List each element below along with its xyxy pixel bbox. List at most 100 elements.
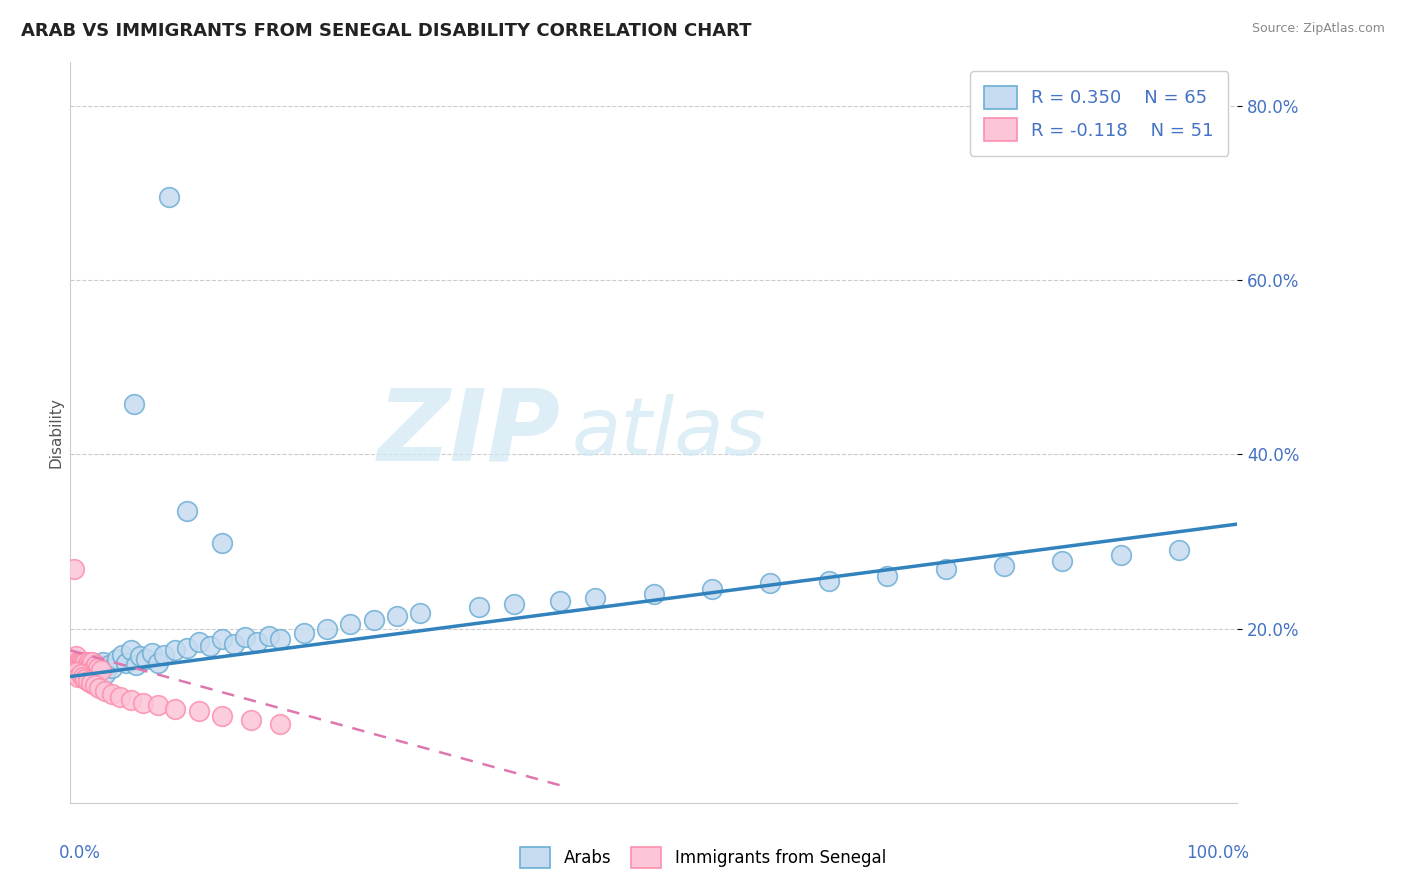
Point <box>69 655 91 669</box>
Point <box>246 634 269 648</box>
Point <box>72 669 94 683</box>
Point <box>135 652 157 666</box>
Point <box>76 658 98 673</box>
Point <box>222 637 245 651</box>
Point <box>72 655 94 669</box>
Point <box>62 666 84 681</box>
Point <box>146 698 169 713</box>
Point <box>67 669 90 683</box>
Point <box>69 661 91 675</box>
Point <box>111 648 134 662</box>
Point <box>80 666 103 681</box>
Point <box>91 655 114 669</box>
Point <box>240 713 263 727</box>
Point <box>66 657 89 671</box>
Point <box>79 664 101 678</box>
Point <box>269 632 291 646</box>
Point <box>77 655 100 669</box>
Point <box>75 655 97 669</box>
Point <box>818 574 841 588</box>
Point <box>165 643 187 657</box>
Point <box>70 658 93 673</box>
Point <box>62 661 84 675</box>
Point <box>141 646 163 660</box>
Point <box>67 658 90 673</box>
Text: ZIP: ZIP <box>377 384 561 481</box>
Point <box>211 536 233 550</box>
Point <box>120 693 142 707</box>
Point <box>83 661 105 675</box>
Text: ARAB VS IMMIGRANTS FROM SENEGAL DISABILITY CORRELATION CHART: ARAB VS IMMIGRANTS FROM SENEGAL DISABILI… <box>21 22 752 40</box>
Text: Source: ZipAtlas.com: Source: ZipAtlas.com <box>1251 22 1385 36</box>
Point <box>115 657 138 671</box>
Point <box>292 626 315 640</box>
Point <box>65 665 87 680</box>
Point <box>176 504 198 518</box>
Point <box>585 591 607 606</box>
Legend: Arabs, Immigrants from Senegal: Arabs, Immigrants from Senegal <box>513 840 893 875</box>
Point <box>69 666 91 681</box>
Point <box>66 665 89 680</box>
Point <box>363 613 385 627</box>
Point <box>75 665 97 680</box>
Point <box>83 669 105 683</box>
Point <box>759 576 782 591</box>
Point <box>69 666 91 681</box>
Point <box>152 648 174 662</box>
Point <box>187 634 209 648</box>
Point <box>73 658 96 673</box>
Point <box>83 678 105 692</box>
Point <box>159 190 181 204</box>
Point <box>120 643 142 657</box>
Point <box>101 661 124 675</box>
Point <box>72 669 94 683</box>
Point <box>94 684 117 698</box>
Point <box>1050 554 1074 568</box>
Point <box>67 655 90 669</box>
Point <box>876 569 898 583</box>
Point <box>1167 543 1189 558</box>
Point <box>80 661 103 675</box>
Point <box>176 640 198 655</box>
Point <box>316 622 339 636</box>
Point <box>90 661 112 675</box>
Point <box>200 639 222 653</box>
Text: 100.0%: 100.0% <box>1185 844 1249 862</box>
Point <box>69 661 91 675</box>
Point <box>110 690 132 704</box>
Point <box>69 658 91 673</box>
Point <box>124 397 146 411</box>
Point <box>550 593 572 607</box>
Point <box>70 655 93 669</box>
Point <box>90 664 112 678</box>
Point <box>339 617 361 632</box>
Y-axis label: Disability: Disability <box>48 397 63 468</box>
Point <box>65 649 87 664</box>
Point <box>77 657 100 671</box>
Point <box>79 658 101 673</box>
Point <box>94 666 117 681</box>
Point <box>63 655 86 669</box>
Point <box>66 661 89 675</box>
Point <box>73 657 96 671</box>
Point <box>105 652 128 666</box>
Point <box>80 675 103 690</box>
Point <box>502 597 524 611</box>
Point <box>76 658 98 673</box>
Point <box>409 606 432 620</box>
Point <box>76 661 98 675</box>
Point <box>993 558 1015 573</box>
Point <box>65 657 87 671</box>
Point <box>211 632 233 646</box>
Point <box>643 587 665 601</box>
Point <box>65 661 87 675</box>
Point <box>87 661 110 675</box>
Point <box>67 658 90 673</box>
Point <box>165 702 187 716</box>
Point <box>62 652 84 666</box>
Point <box>76 669 98 683</box>
Legend: R = 0.350    N = 65, R = -0.118    N = 51: R = 0.350 N = 65, R = -0.118 N = 51 <box>970 71 1229 156</box>
Point <box>62 562 84 576</box>
Point <box>187 704 209 718</box>
Point <box>385 608 408 623</box>
